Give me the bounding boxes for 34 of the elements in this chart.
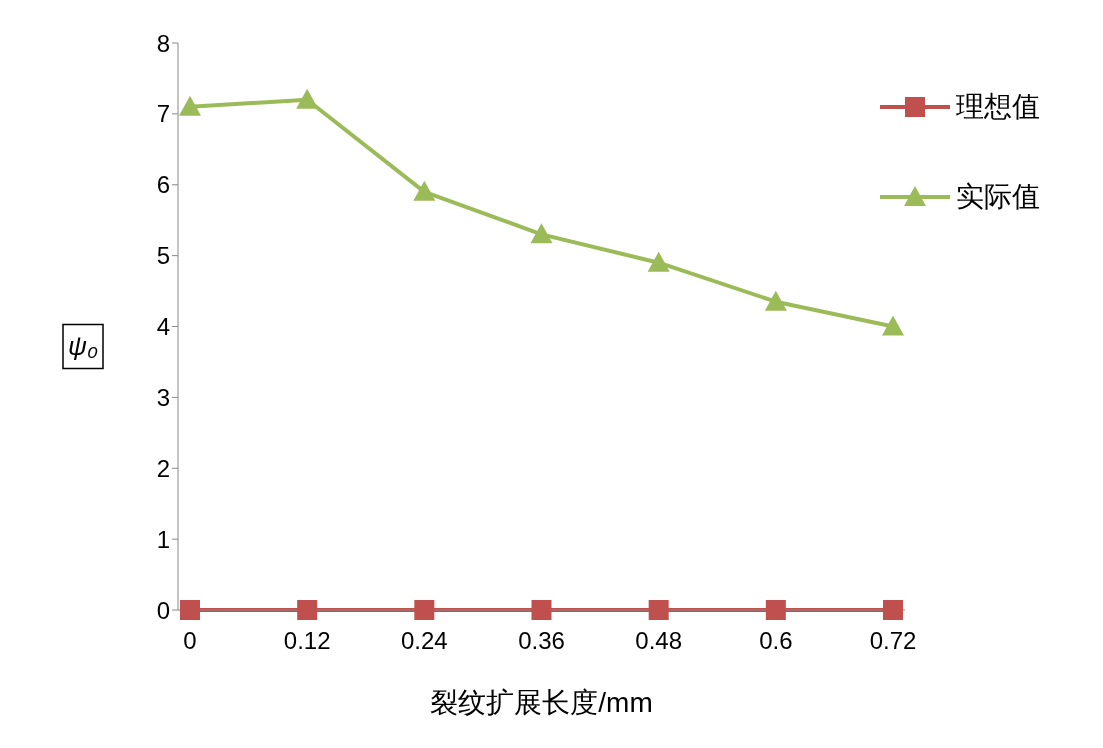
point xyxy=(647,251,670,272)
y-tick-label: 0 xyxy=(156,596,170,624)
legend-label: 实际值 xyxy=(956,180,1040,214)
point xyxy=(530,223,553,244)
point xyxy=(413,180,436,201)
x-axis-title: 裂纹扩展长度/mm xyxy=(430,687,653,718)
point xyxy=(531,600,552,620)
y-tick-label: 4 xyxy=(156,313,170,341)
point xyxy=(882,315,904,336)
y-tick-label: 1 xyxy=(156,525,170,553)
x-tick-label: 0 xyxy=(183,627,197,655)
y-axis-title: ψ₀ xyxy=(68,330,98,361)
point xyxy=(764,290,787,311)
x-tick-label: 0.48 xyxy=(635,627,683,655)
x-tick-label: 0.36 xyxy=(518,627,565,655)
x-tick-label: 0.6 xyxy=(759,627,793,655)
point xyxy=(180,600,200,620)
y-tick-label: 7 xyxy=(156,100,170,128)
legend-label: 理想值 xyxy=(956,90,1040,124)
y-tick-label: 8 xyxy=(156,29,170,57)
point xyxy=(296,88,319,109)
y-tick-label: 5 xyxy=(156,242,170,270)
point xyxy=(414,600,435,620)
y-tick-label: 2 xyxy=(156,454,170,482)
point xyxy=(883,600,903,620)
x-tick-label: 0.24 xyxy=(400,627,448,655)
point xyxy=(179,95,201,116)
point xyxy=(765,600,786,620)
x-tick-label: 0.72 xyxy=(869,627,917,655)
x-tick-label: 0.12 xyxy=(283,627,331,655)
point xyxy=(648,600,669,620)
point xyxy=(297,600,318,620)
y-tick-label: 6 xyxy=(156,171,170,199)
y-tick-label: 3 xyxy=(156,383,170,411)
